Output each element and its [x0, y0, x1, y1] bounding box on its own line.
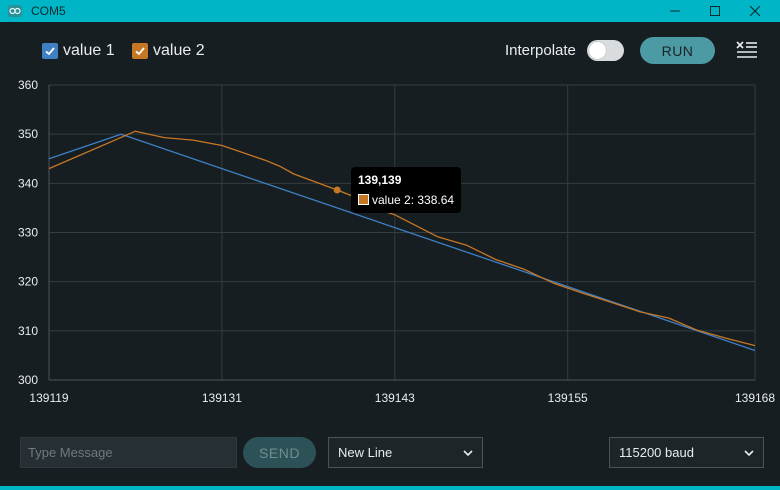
- tooltip-swatch: [358, 194, 369, 205]
- checkmark-icon: [45, 47, 55, 56]
- series-label-value-1: value 1: [63, 42, 115, 59]
- title-bar: COM5: [0, 0, 780, 22]
- x-tick-label: 139119: [29, 391, 68, 405]
- run-button[interactable]: RUN: [640, 37, 715, 64]
- checkbox-value-1[interactable]: [42, 43, 58, 59]
- series-line-value-2: [48, 130, 756, 347]
- checkbox-value-2[interactable]: [132, 43, 148, 59]
- tooltip-value: value 2: 338.64: [372, 193, 455, 207]
- y-tick-label: 310: [18, 324, 38, 338]
- hovered-point-marker: [333, 186, 341, 194]
- line-ending-select[interactable]: New Line: [328, 437, 483, 468]
- data-tooltip: 139,139 value 2: 338.64: [351, 167, 461, 213]
- chevron-down-icon: [463, 450, 473, 457]
- series-toggle-value-1[interactable]: value 1: [42, 41, 115, 61]
- x-tick-label: 139131: [202, 391, 242, 405]
- window-bottom-border: [0, 486, 780, 490]
- baud-rate-value: 115200 baud: [619, 445, 694, 460]
- toggle-knob: [589, 42, 606, 59]
- checkmark-icon: [135, 47, 145, 56]
- clear-list-icon[interactable]: [736, 40, 758, 60]
- chart-series: [48, 130, 756, 352]
- baud-rate-select[interactable]: 115200 baud: [609, 437, 764, 468]
- serial-plotter-chart: 300 310 320 330 340 350 360 139119 139131 139143 1…: [18, 78, 775, 405]
- close-button[interactable]: [735, 0, 775, 22]
- x-tick-label: 139168: [735, 391, 775, 405]
- arduino-icon: [8, 5, 22, 17]
- y-tick-label: 350: [18, 127, 38, 141]
- x-tick-label: 139155: [548, 391, 588, 405]
- series-toggle-value-2[interactable]: value 2: [132, 41, 205, 61]
- y-tick-label: 330: [18, 226, 38, 240]
- x-tick-label: 139143: [375, 391, 415, 405]
- interpolate-toggle[interactable]: [587, 40, 624, 61]
- maximize-icon: [710, 6, 720, 16]
- send-button[interactable]: SEND: [243, 437, 316, 468]
- chart-markers: [333, 186, 341, 194]
- interpolate-label: Interpolate: [505, 42, 576, 59]
- minimize-button[interactable]: [655, 0, 695, 22]
- series-label-value-2: value 2: [153, 42, 205, 59]
- y-tick-label: 360: [18, 78, 38, 92]
- chevron-down-icon: [744, 450, 754, 457]
- line-ending-value: New Line: [338, 445, 393, 460]
- tooltip-title: 139,139: [358, 173, 402, 187]
- message-input[interactable]: [20, 437, 237, 468]
- minimize-icon: [670, 10, 680, 12]
- y-tick-label: 300: [18, 373, 38, 387]
- close-icon: [750, 6, 760, 16]
- chart-grid: [48, 84, 756, 381]
- y-tick-label: 340: [18, 176, 38, 190]
- window-title: COM5: [31, 4, 66, 18]
- chart-axes: 300 310 320 330 340 350 360 139119 139131 139143 1…: [18, 78, 775, 405]
- y-tick-label: 320: [18, 275, 38, 289]
- maximize-button[interactable]: [695, 0, 735, 22]
